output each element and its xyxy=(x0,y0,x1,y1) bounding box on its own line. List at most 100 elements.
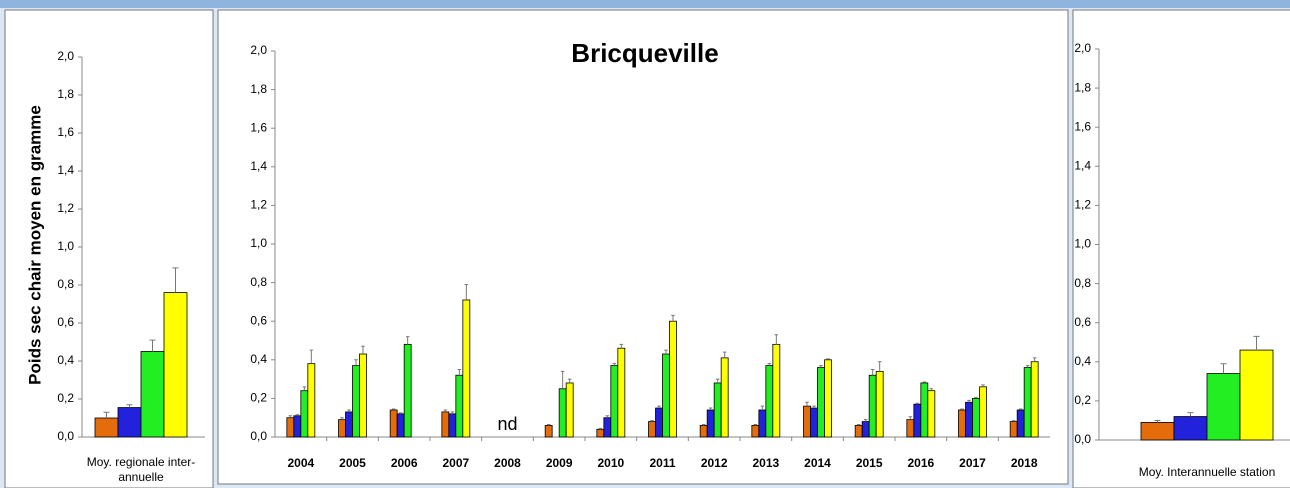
bar xyxy=(300,390,309,438)
error-bar xyxy=(405,336,410,345)
bar xyxy=(758,409,767,438)
y-tick-label: 1,0 xyxy=(57,239,74,253)
error-bar xyxy=(974,396,978,399)
bar xyxy=(617,347,626,438)
y-tick-label: 1,4 xyxy=(1074,158,1091,172)
error-bar xyxy=(908,416,913,420)
error-bar xyxy=(1220,363,1227,374)
x-tick-label: 2016 xyxy=(907,456,934,470)
error-bar xyxy=(863,419,868,422)
error-bar xyxy=(354,359,358,366)
y-tick-label: 2,0 xyxy=(1074,41,1091,55)
error-bar xyxy=(929,388,934,391)
bar xyxy=(751,425,760,438)
error-bar xyxy=(657,405,661,409)
y-tick-label: 0,8 xyxy=(250,275,267,289)
bar xyxy=(1173,416,1208,441)
error-bar xyxy=(870,368,875,376)
y-tick-label: 0,8 xyxy=(57,277,74,291)
x-tick-label: Moy. regionale inter-annuelle xyxy=(86,455,196,484)
bar xyxy=(1009,421,1018,438)
bar xyxy=(359,353,367,438)
bar xyxy=(140,351,165,438)
bar xyxy=(972,397,980,438)
error-bar xyxy=(1018,408,1023,410)
error-bar xyxy=(708,407,713,410)
bar xyxy=(544,425,553,438)
bar xyxy=(163,292,188,438)
error-bar xyxy=(464,284,469,300)
error-bar xyxy=(612,363,617,366)
error-bar xyxy=(340,417,344,420)
bar xyxy=(1239,349,1274,441)
bar xyxy=(958,409,966,438)
bar xyxy=(765,365,774,438)
y-tick-label: 1,8 xyxy=(250,82,267,96)
error-bar xyxy=(650,420,654,422)
error-bar xyxy=(856,423,861,426)
bar xyxy=(817,367,825,438)
bar xyxy=(345,411,353,438)
error-bar xyxy=(774,334,779,345)
error-bar xyxy=(546,423,551,426)
error-bar xyxy=(457,368,462,376)
annotation: nd xyxy=(497,414,517,434)
error-bar xyxy=(361,345,365,355)
bar xyxy=(772,343,781,438)
error-bar xyxy=(103,411,110,418)
bar xyxy=(448,413,457,438)
bar xyxy=(307,363,316,438)
y-tick-label: 0,4 xyxy=(250,352,267,366)
error-bar xyxy=(1253,335,1260,351)
error-bar xyxy=(812,405,816,409)
y-axis-label: Poids sec chair moyen en gramme xyxy=(25,105,44,385)
error-bar xyxy=(753,423,758,426)
bar xyxy=(824,359,832,438)
error-bar xyxy=(302,386,307,391)
x-tick-label: 2015 xyxy=(856,456,883,470)
error-bar xyxy=(767,363,772,366)
error-bar xyxy=(398,412,403,414)
error-bar xyxy=(126,404,133,408)
y-tick-label: 0,4 xyxy=(57,353,74,367)
bar xyxy=(1016,409,1025,438)
y-tick-label: 0,2 xyxy=(57,391,74,405)
bar xyxy=(455,374,464,438)
bar xyxy=(906,419,915,438)
error-bar xyxy=(960,408,964,410)
y-tick-label: 1,6 xyxy=(57,125,74,139)
error-bar xyxy=(877,361,882,372)
error-bar xyxy=(715,378,720,383)
error-bar xyxy=(664,349,668,355)
error-bar xyxy=(391,408,396,410)
error-bar xyxy=(1187,412,1194,417)
y-tick-label: 2,0 xyxy=(57,49,74,63)
bar xyxy=(706,409,715,438)
x-tick-label: 2005 xyxy=(339,456,366,470)
x-tick-label: 2010 xyxy=(597,456,624,470)
bar xyxy=(662,353,670,438)
bar xyxy=(389,409,398,438)
x-tick-label: 2013 xyxy=(752,456,779,470)
top-band xyxy=(0,0,1290,8)
x-tick-label: 2012 xyxy=(701,456,728,470)
error-bar xyxy=(915,402,920,405)
bar xyxy=(979,386,987,438)
x-tick-label: 2009 xyxy=(546,456,573,470)
bar xyxy=(558,388,567,438)
bar xyxy=(699,425,708,438)
error-bar xyxy=(605,415,610,418)
bar xyxy=(117,407,142,438)
y-tick-label: 1,6 xyxy=(250,120,267,134)
x-tick-label: 2018 xyxy=(1011,456,1038,470)
bar xyxy=(720,357,729,438)
x-tick-label: 2011 xyxy=(649,456,675,470)
bar xyxy=(920,382,929,438)
x-tick-label: 2014 xyxy=(804,456,831,470)
error-bar xyxy=(760,405,765,410)
error-bar xyxy=(1011,420,1016,422)
x-tick-label: Moy. Interannuelle station xyxy=(1139,465,1276,479)
error-bar xyxy=(701,423,706,426)
bar xyxy=(338,419,346,438)
